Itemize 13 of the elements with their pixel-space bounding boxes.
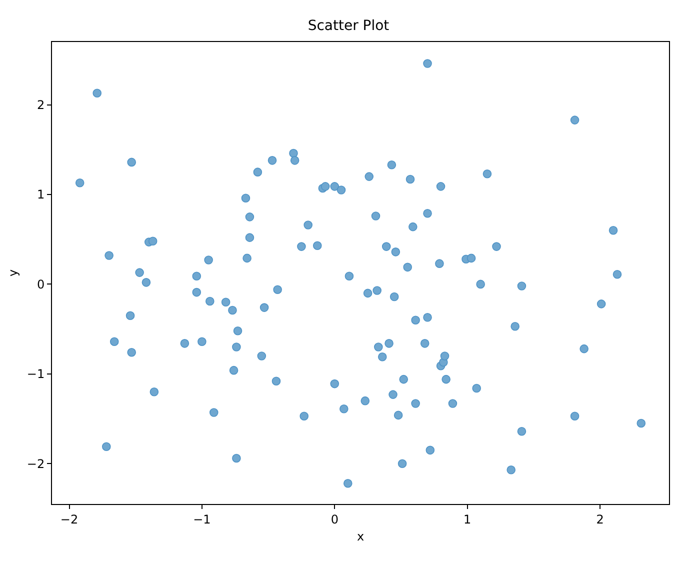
y-tick-label: 2 — [36, 98, 45, 112]
x-tick-label: 2 — [596, 512, 604, 526]
x-axis-title: x — [356, 529, 364, 544]
y-tick-label: −2 — [26, 456, 45, 471]
x-tick-label: 1 — [463, 512, 472, 526]
y-tick-label: −1 — [26, 367, 45, 382]
x-tick-label: 0 — [330, 512, 338, 526]
chart-title: Scatter Plot — [308, 18, 390, 34]
y-tick-label: 0 — [36, 277, 45, 292]
x-tick-label: −1 — [193, 512, 211, 526]
y-axis-title: y — [6, 269, 20, 277]
y-tick-label: 1 — [36, 188, 45, 202]
x-tick-label: −2 — [60, 512, 78, 526]
